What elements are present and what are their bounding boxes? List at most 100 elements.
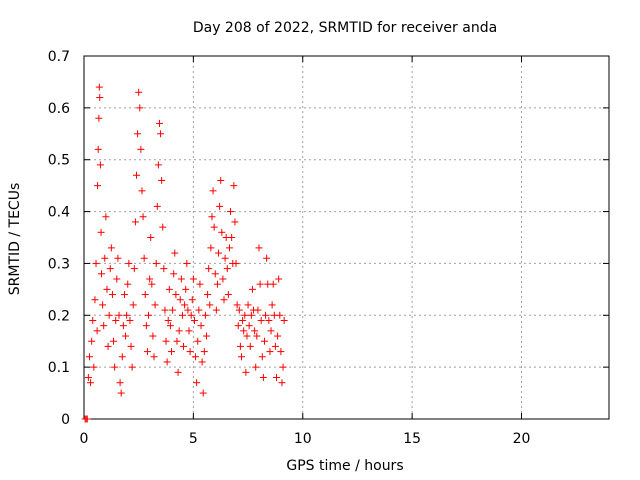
x-tick-label: 15 xyxy=(403,431,421,447)
data-point xyxy=(129,301,137,309)
data-point xyxy=(83,415,91,423)
y-tick-label: 0.1 xyxy=(48,360,70,376)
data-point xyxy=(140,254,148,262)
data-point xyxy=(273,374,280,382)
data-point xyxy=(104,342,112,350)
data-point xyxy=(173,337,181,345)
data-point xyxy=(96,161,104,169)
data-point xyxy=(279,363,287,371)
data-point xyxy=(225,244,233,252)
data-point xyxy=(255,244,263,252)
data-point xyxy=(242,368,250,376)
data-point xyxy=(203,332,210,340)
data-point xyxy=(208,213,216,221)
data-point xyxy=(275,275,283,283)
data-point xyxy=(96,93,104,101)
data-point xyxy=(150,353,158,361)
data-point xyxy=(105,311,113,319)
data-point xyxy=(187,311,195,319)
data-point xyxy=(236,342,244,350)
data-point xyxy=(231,218,239,226)
data-point xyxy=(209,187,217,195)
data-point xyxy=(198,358,206,366)
data-point xyxy=(277,348,285,356)
data-point xyxy=(165,285,173,293)
data-point xyxy=(177,275,185,283)
data-point xyxy=(118,353,126,361)
data-point xyxy=(136,104,144,112)
data-point xyxy=(126,316,134,324)
data-point xyxy=(182,285,190,293)
data-point xyxy=(263,254,271,262)
data-point xyxy=(159,223,167,231)
data-point xyxy=(139,213,147,221)
data-point xyxy=(212,306,220,314)
data-point xyxy=(194,337,202,345)
data-point xyxy=(91,296,99,304)
data-point xyxy=(262,311,270,319)
data-point xyxy=(186,348,194,356)
data-point xyxy=(257,316,265,324)
data-point xyxy=(116,379,124,387)
data-point xyxy=(137,145,145,153)
data-point xyxy=(241,311,249,319)
y-tick-label: 0.6 xyxy=(48,101,70,117)
data-point xyxy=(92,259,100,267)
data-point xyxy=(133,171,140,179)
data-point xyxy=(220,296,228,304)
data-point xyxy=(171,249,179,257)
data-point xyxy=(117,389,125,397)
data-point xyxy=(164,316,172,324)
data-point xyxy=(210,223,218,231)
data-point xyxy=(145,311,153,319)
data-point xyxy=(124,280,132,288)
x-axis-label: GPS time / hours xyxy=(286,458,403,474)
data-point xyxy=(107,244,115,252)
data-point xyxy=(204,291,212,299)
data-point xyxy=(158,176,166,184)
data-point xyxy=(207,244,215,252)
y-tick-label: 0.2 xyxy=(48,308,70,324)
data-point xyxy=(125,259,133,267)
data-point xyxy=(155,119,163,127)
data-point xyxy=(151,301,159,309)
data-point xyxy=(211,270,219,278)
data-point xyxy=(134,130,142,138)
data-point xyxy=(147,234,155,241)
data-point xyxy=(185,327,193,335)
data-point xyxy=(95,114,103,122)
data-point xyxy=(166,322,174,330)
data-point xyxy=(223,265,231,273)
data-point xyxy=(243,332,251,340)
data-point xyxy=(169,306,177,314)
data-point xyxy=(111,363,119,371)
data-point xyxy=(224,291,232,299)
data-point xyxy=(114,254,122,262)
data-point xyxy=(128,363,136,371)
data-point xyxy=(153,202,161,210)
data-point xyxy=(256,280,264,288)
data-point xyxy=(162,337,170,345)
data-point xyxy=(247,311,255,319)
data-point xyxy=(87,379,95,387)
data-point xyxy=(127,342,135,350)
data-point xyxy=(260,337,268,345)
data-point xyxy=(131,218,139,226)
data-point xyxy=(175,327,183,335)
tick-labels: 0 5 10 15 20 0 0.1 0.2 0.3 0.4 0.5 0.6 0.7 xyxy=(48,49,531,447)
data-point xyxy=(130,265,138,273)
data-point xyxy=(95,83,103,91)
data-point xyxy=(176,296,184,304)
data-point xyxy=(160,265,168,273)
data-point xyxy=(99,301,107,309)
data-point xyxy=(172,291,180,299)
data-point xyxy=(271,342,279,350)
data-point xyxy=(219,275,227,283)
y-tick-label: 0.4 xyxy=(48,205,70,221)
data-point xyxy=(110,337,118,345)
data-point xyxy=(192,353,200,361)
data-point xyxy=(180,342,188,350)
data-point xyxy=(238,353,245,361)
data-point xyxy=(103,285,111,293)
